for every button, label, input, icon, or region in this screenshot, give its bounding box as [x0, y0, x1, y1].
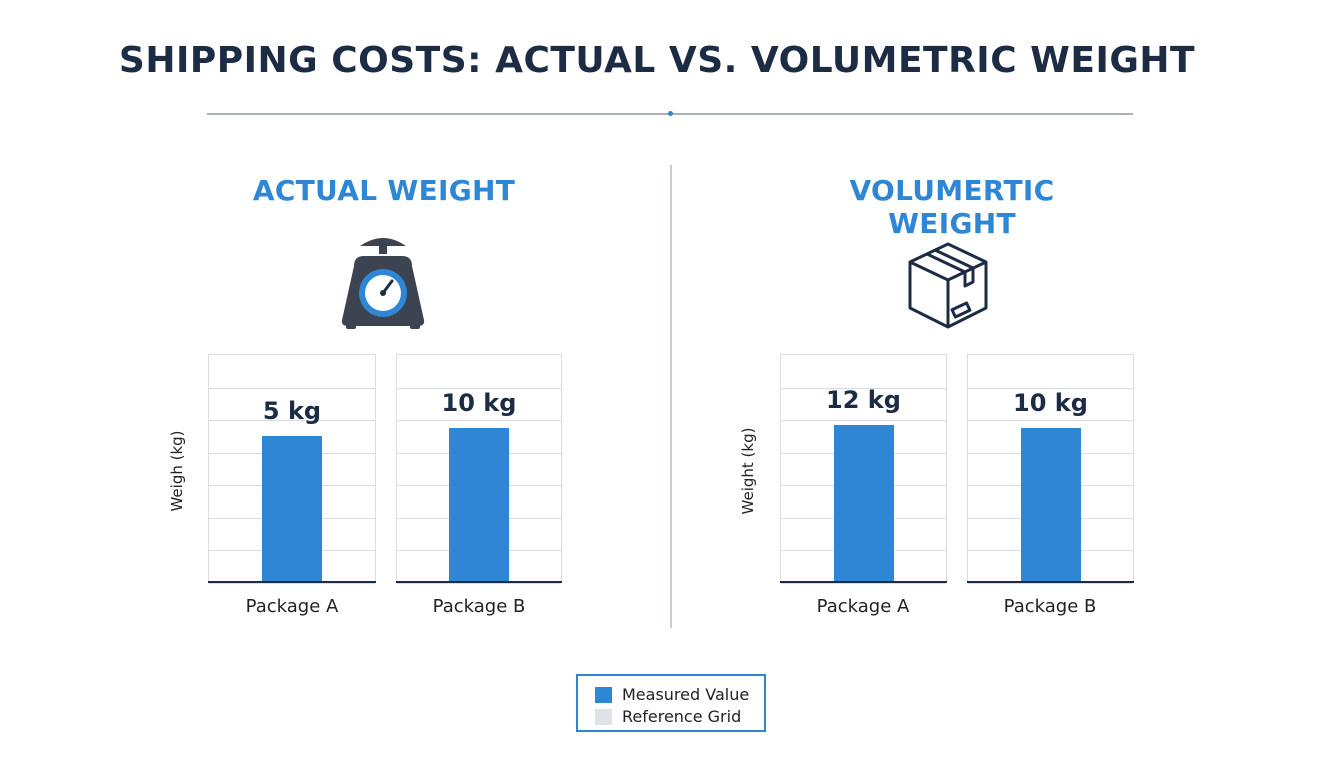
data-label: 10 kg — [441, 389, 517, 417]
chart-title: SHIPPING COSTS: ACTUAL VS. VOLUMETRIC WE… — [118, 40, 1196, 81]
y-axis-label-actual: Weigh (kg) — [168, 430, 186, 512]
gridline — [209, 420, 375, 421]
gridline — [209, 582, 375, 584]
category-label: Package B — [432, 596, 526, 617]
legend-item-measured: Measured Value — [595, 685, 749, 704]
gridline — [968, 582, 1133, 584]
legend: Measured Value Reference Grid — [576, 674, 766, 732]
scale-icon — [340, 236, 426, 330]
gridline — [968, 387, 1133, 389]
gridline — [397, 420, 561, 421]
bar — [833, 424, 894, 581]
gridline — [781, 420, 946, 421]
legend-item-reference: Reference Grid — [595, 707, 741, 726]
bar — [262, 436, 322, 581]
chart-area-actual-package-a: 5 kg — [208, 354, 376, 584]
bar — [1020, 428, 1081, 581]
gridline — [781, 582, 946, 584]
bar — [449, 428, 509, 581]
category-label: Package A — [816, 596, 910, 617]
gridline — [781, 387, 946, 389]
category-label: Package A — [245, 596, 339, 617]
legend-swatch-reference — [595, 708, 612, 725]
chart-area-actual-package-b: 10 kg — [396, 354, 562, 584]
box-icon — [905, 238, 991, 330]
y-axis-label-volumetric: Weight (kg) — [739, 427, 757, 515]
panel-title-actual: ACTUAL WEIGHT — [252, 174, 516, 207]
chart-area-volumetric-package-b: 10 kg — [967, 354, 1134, 584]
gridline — [209, 387, 375, 389]
x-axis-baseline — [780, 581, 947, 583]
panel-title-volumetric: VOLUMERTIC WEIGHT — [849, 174, 1055, 240]
gridline — [397, 582, 561, 584]
data-label: 12 kg — [826, 385, 901, 414]
legend-label: Measured Value — [622, 685, 750, 704]
x-axis-baseline — [208, 581, 376, 583]
x-axis-baseline — [967, 581, 1134, 583]
data-label: 10 kg — [1013, 389, 1088, 417]
data-label: 5 kg — [262, 397, 322, 425]
title-rule-dot — [668, 111, 673, 116]
chart-area-volumetric-package-a: 12 kg — [780, 354, 947, 584]
legend-swatch-measured — [595, 686, 612, 703]
category-label: Package B — [1003, 596, 1097, 617]
gridline — [397, 387, 561, 389]
gridline — [968, 420, 1133, 421]
legend-label: Reference Grid — [622, 707, 742, 726]
x-axis-baseline — [396, 581, 562, 583]
panel-divider — [670, 165, 672, 628]
